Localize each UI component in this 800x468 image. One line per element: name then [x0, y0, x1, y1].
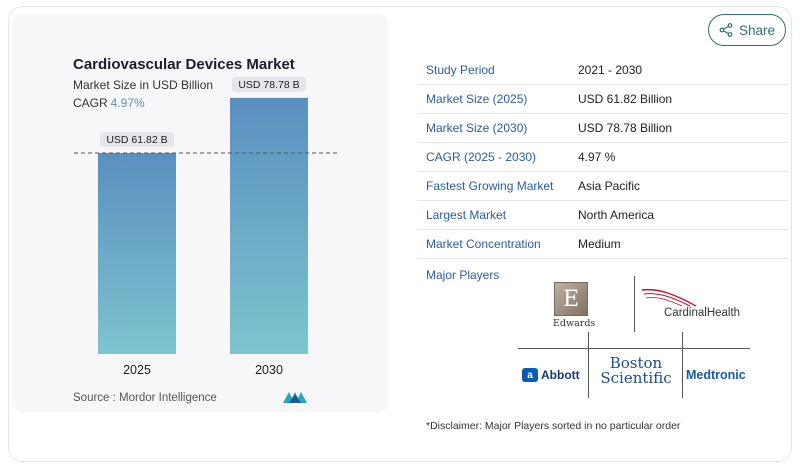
info-key: CAGR (2025 - 2030)	[426, 150, 537, 164]
boston-scientific-logo: Boston Scientific	[600, 354, 672, 387]
bar-2025	[98, 153, 176, 354]
chart-title: Cardiovascular Devices Market	[73, 56, 295, 73]
share-icon	[719, 23, 733, 37]
share-button[interactable]: Share	[708, 14, 786, 46]
info-value: Medium	[578, 237, 621, 251]
edwards-logo: Edwards	[553, 318, 596, 329]
info-row: Market Size (2030) USD 78.78 Billion	[418, 114, 788, 143]
cagr-value: 4.97%	[110, 96, 145, 110]
info-table: Study Period 2021 - 2030 Market Size (202…	[418, 56, 788, 259]
logo-divider	[634, 276, 635, 332]
logo-divider	[518, 348, 750, 349]
info-row: Fastest Growing Market Asia Pacific	[418, 172, 788, 201]
chart-panel	[12, 14, 388, 412]
data-label: USD 78.78 B	[238, 79, 299, 91]
info-row: Study Period 2021 - 2030	[418, 56, 788, 85]
disclaimer-text: *Disclaimer: Major Players sorted in no …	[426, 420, 681, 432]
chart-subtitle: Market Size in USD Billion	[73, 78, 214, 92]
logo-divider	[682, 332, 683, 398]
info-value: USD 78.78 Billion	[578, 121, 673, 135]
share-label: Share	[738, 22, 776, 38]
cardinal-swoosh-icon	[641, 288, 697, 307]
abbott-mark-icon: a	[522, 368, 538, 382]
edwards-logo-icon: E	[554, 282, 588, 316]
info-key: Market Concentration	[426, 237, 541, 251]
bar-2030	[230, 97, 308, 355]
info-row: Largest Market North America	[418, 201, 788, 230]
abbott-label: Abbott	[541, 368, 580, 382]
info-value: USD 61.82 Billion	[578, 92, 673, 106]
source-text: Source : Mordor Intelligence	[73, 392, 217, 404]
logo-divider	[588, 332, 589, 398]
data-label-bg	[232, 76, 306, 92]
info-key: Largest Market	[426, 208, 507, 222]
abbott-logo: a Abbott	[522, 368, 580, 382]
info-value: North America	[578, 208, 655, 222]
info-key: Fastest Growing Market	[426, 179, 554, 193]
info-row: CAGR (2025 - 2030) 4.97 %	[418, 143, 788, 172]
data-label-bg	[100, 132, 174, 148]
cagr-label: CAGR	[73, 96, 108, 110]
info-value: 2021 - 2030	[578, 63, 643, 77]
x-tick-label: 2030	[255, 363, 283, 377]
cardinal-health-logo: CardinalHealth	[664, 307, 741, 319]
info-key: Market Size (2030)	[426, 121, 528, 135]
info-key: Study Period	[426, 63, 495, 77]
info-key: Market Size (2025)	[426, 92, 528, 106]
cagr-line: CAGR 4.97%	[73, 96, 145, 110]
data-label: USD 61.82 B	[106, 134, 167, 146]
x-tick-label: 2025	[123, 363, 151, 377]
info-row: Market Size (2025) USD 61.82 Billion	[418, 85, 788, 114]
info-row: Market Concentration Medium	[418, 230, 788, 259]
info-value: Asia Pacific	[578, 179, 641, 193]
mordor-logo-icon	[283, 392, 307, 403]
major-players-label: Major Players	[426, 268, 500, 282]
info-value: 4.97 %	[578, 150, 616, 164]
medtronic-logo: Medtronic	[686, 368, 746, 382]
